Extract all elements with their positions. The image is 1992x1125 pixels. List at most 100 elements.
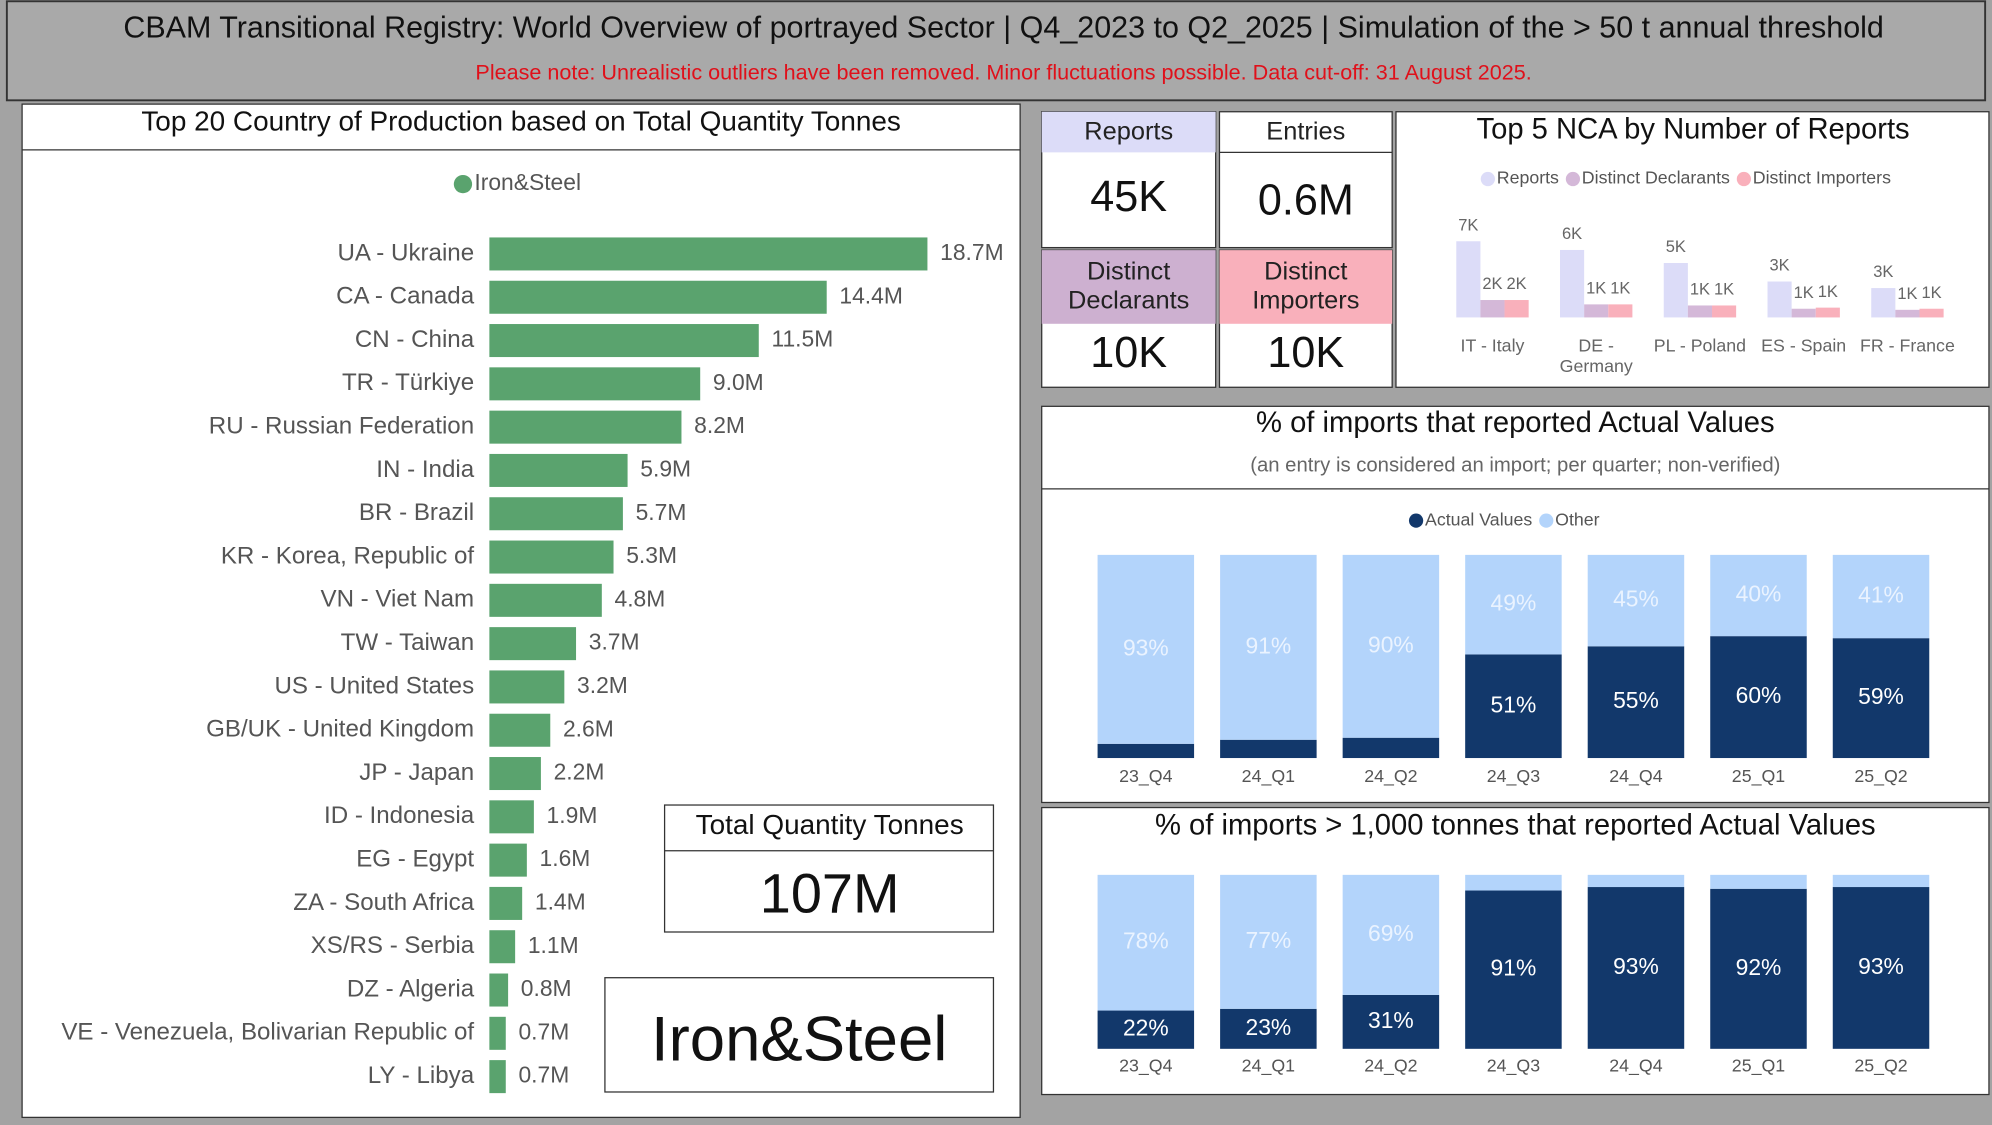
card-box — [1218, 111, 1393, 249]
value-label: 1K — [1610, 279, 1630, 297]
nca-panel — [1395, 111, 1990, 388]
category-label: 24_Q3 — [1487, 766, 1540, 787]
bar — [489, 367, 701, 401]
bar-segment — [1710, 874, 1807, 889]
total-card — [663, 804, 995, 933]
value-label: 77% — [1245, 927, 1291, 953]
bar — [489, 886, 523, 920]
bar-segment — [1220, 874, 1317, 1009]
bar — [1767, 281, 1792, 318]
value-label: 1.6M — [540, 845, 591, 871]
bar-segment — [1710, 636, 1807, 759]
bar-segment — [1587, 887, 1685, 1049]
card-header — [1041, 111, 1216, 153]
category-label: US - United States — [274, 672, 474, 699]
bar-segment — [1220, 1008, 1317, 1049]
card-value: 45K — [1090, 173, 1167, 221]
bar-segment — [1097, 1010, 1195, 1049]
card-header — [1041, 250, 1216, 324]
legend-label: Distinct Importers — [1753, 168, 1891, 188]
bar — [489, 540, 614, 574]
legend-swatch — [1565, 171, 1581, 187]
value-label: 5K — [1666, 238, 1686, 256]
value-label: 92% — [1736, 954, 1782, 980]
category-label: 24_Q2 — [1364, 1055, 1417, 1076]
category-label: 24_Q3 — [1487, 1055, 1540, 1076]
card-label: Reports — [1084, 117, 1174, 146]
value-label: 22% — [1123, 1015, 1169, 1041]
bar — [1560, 249, 1585, 318]
value-label: 55% — [1613, 687, 1659, 713]
category-label-box: ES - Spain — [1761, 335, 1846, 355]
category-label: VN - Viet Nam — [320, 586, 474, 613]
bar — [489, 800, 534, 834]
header-subtitle: Please note: Unrealistic outliers have b… — [475, 59, 1531, 84]
value-label: 1K — [1586, 279, 1606, 297]
bar — [489, 670, 565, 704]
value-label: 91% — [1245, 632, 1291, 658]
card-label: Total Quantity Tonnes — [696, 809, 964, 840]
bar — [1687, 305, 1713, 318]
bar-segment — [1465, 874, 1562, 891]
value-label: 11.5M — [771, 326, 833, 352]
bar-segment — [1097, 874, 1195, 1011]
category-label: 24_Q1 — [1242, 766, 1295, 787]
category-label: 25_Q1 — [1732, 766, 1785, 787]
card-value: 10K — [1090, 329, 1167, 377]
bar — [489, 713, 551, 747]
value-label: 2.6M — [563, 715, 614, 741]
value-label: 3.2M — [577, 672, 628, 698]
bar — [1919, 308, 1944, 318]
bar-segment — [1097, 554, 1195, 744]
bar-segment — [1832, 887, 1930, 1049]
category-label: 25_Q1 — [1732, 1055, 1785, 1076]
bar-segment — [1342, 554, 1440, 738]
chart-title: % of imports that reported Actual Values — [1256, 407, 1775, 439]
bar — [1791, 308, 1816, 318]
category-label: RU - Russian Federation — [209, 413, 474, 440]
legend-swatch — [453, 174, 473, 194]
header-box — [5, 0, 1987, 102]
category-label: IN - India — [376, 456, 474, 483]
category-label-box: FR - France — [1860, 335, 1955, 355]
legend-label: Distinct Declarants — [1582, 168, 1730, 188]
bar — [489, 237, 928, 271]
card-value: 107M — [760, 861, 900, 924]
bar — [1712, 305, 1737, 318]
card-label-box: Distinct Declarants — [1068, 258, 1189, 315]
bar — [489, 324, 759, 358]
category-label: IT - Italy — [1460, 335, 1525, 356]
category-label: UA - Ukraine — [337, 239, 474, 266]
value-label: 1.9M — [547, 802, 598, 828]
bar-segment — [1465, 890, 1562, 1049]
legend-swatch — [1408, 513, 1424, 528]
bar-segment — [1832, 638, 1930, 759]
bar-segment — [1220, 554, 1317, 740]
bar-segment — [1342, 874, 1440, 995]
category-label: GB/UK - United Kingdom — [206, 716, 474, 743]
chart-title: Top 20 Country of Production based on To… — [141, 106, 901, 137]
card-header — [1219, 250, 1393, 324]
bar — [1584, 304, 1609, 318]
category-label: 24_Q1 — [1242, 1055, 1295, 1076]
value-label: 90% — [1368, 631, 1414, 657]
value-label: 3K — [1873, 263, 1893, 281]
header-title: CBAM Transitional Registry: World Overvi… — [123, 10, 1884, 44]
category-label: CN - China — [355, 326, 475, 353]
value-label: 18.7M — [940, 239, 1004, 265]
legend-label: Iron&Steel — [474, 169, 581, 195]
value-label: 1K — [1921, 284, 1941, 302]
bar — [1608, 304, 1633, 318]
legend-label: Other — [1555, 509, 1600, 529]
value-label: 6K — [1562, 225, 1582, 243]
category-label-box: DE - Germany — [1560, 335, 1633, 376]
bar — [489, 930, 516, 964]
bar — [489, 497, 623, 531]
chart-subtitle: (an entry is considered an import; per q… — [1250, 454, 1780, 476]
category-label: 23_Q4 — [1119, 1055, 1172, 1076]
bar — [489, 280, 827, 314]
category-label: XS/RS - Serbia — [311, 932, 475, 959]
card-value: 10K — [1267, 329, 1344, 377]
bar — [1480, 300, 1505, 318]
category-label: JP - Japan — [359, 759, 474, 786]
